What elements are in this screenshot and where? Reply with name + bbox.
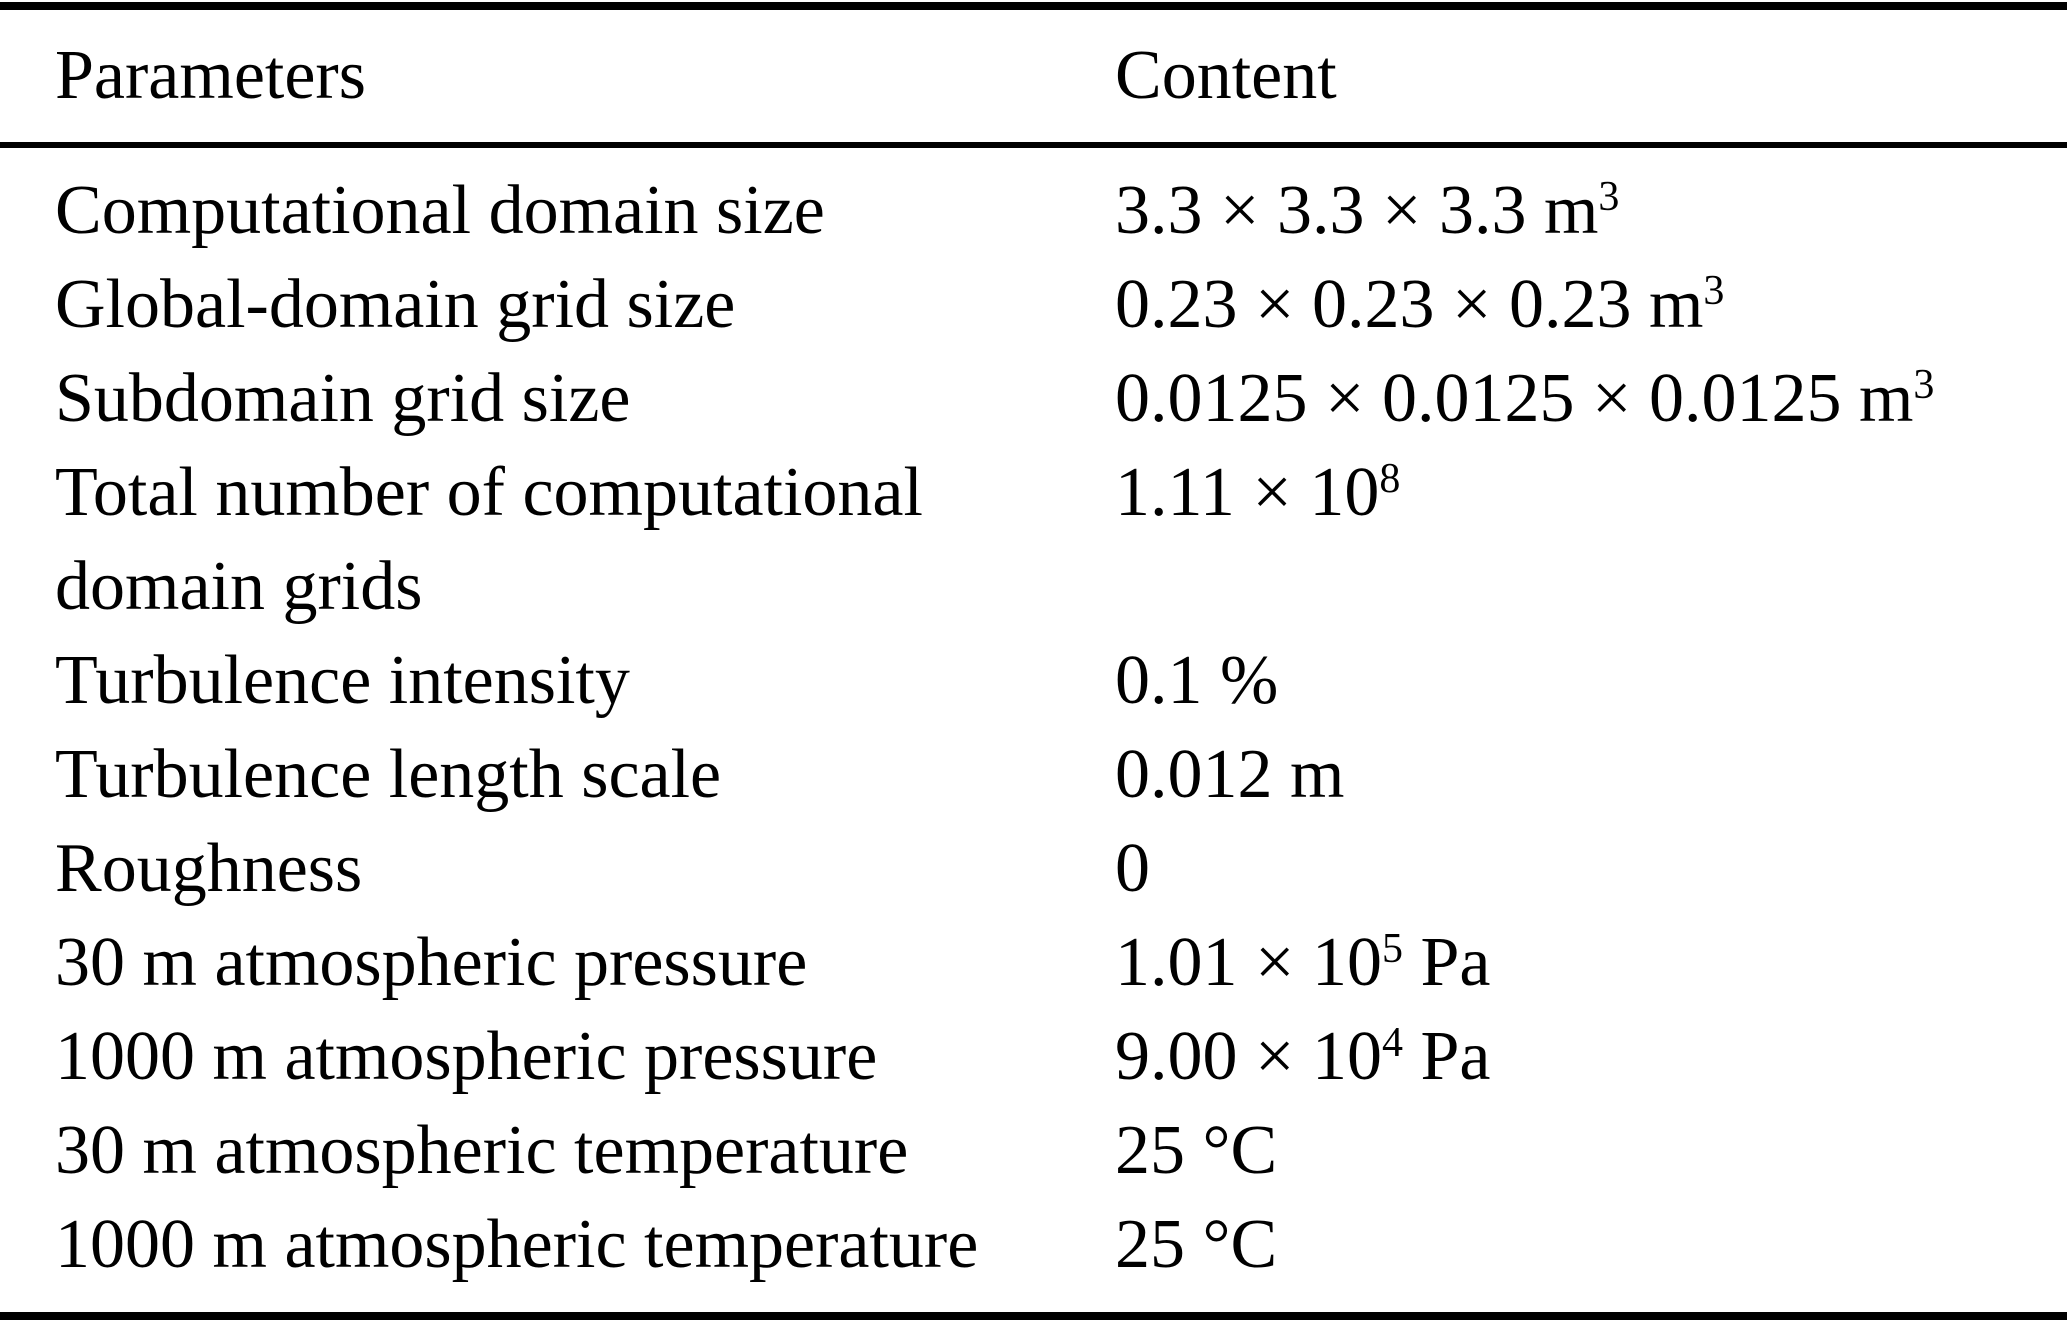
value-main: 25 °C xyxy=(1115,1112,1278,1189)
column-header-parameters: Parameters xyxy=(55,37,366,114)
param-cell: Computational domain size xyxy=(55,172,825,249)
value-main: 9.00 × 10 xyxy=(1115,1018,1382,1095)
table-header-rule xyxy=(0,142,2067,148)
value-main: 0.23 × 0.23 × 0.23 m xyxy=(1115,266,1704,343)
table-row: Turbulence intensity 0.1 % xyxy=(55,634,2067,728)
value-cell: 25 °C xyxy=(1115,1104,2067,1198)
table-row: 1000 m atmospheric pressure 9.00 × 104 P… xyxy=(55,1010,2067,1104)
param-cell: Roughness xyxy=(55,830,363,907)
param-cell: Turbulence intensity xyxy=(55,642,630,719)
table-row: 30 m atmospheric temperature 25 °C xyxy=(55,1104,2067,1198)
value-cell: 0.012 m xyxy=(1115,728,2067,822)
value-main: 0 xyxy=(1115,830,1150,907)
param-cell: 30 m atmospheric temperature xyxy=(55,1112,909,1189)
table-row: Total number of computational domain gri… xyxy=(55,446,2067,634)
value-cell: 1.01 × 105 Pa xyxy=(1115,916,2067,1010)
table-bottom-rule xyxy=(0,1312,2067,1320)
value-exponent: 4 xyxy=(1381,1019,1403,1066)
value-cell: 1.11 × 108 xyxy=(1115,446,2067,540)
table-body: Computational domain size 3.3 × 3.3 × 3.… xyxy=(0,148,2067,1292)
param-cell: 1000 m atmospheric temperature xyxy=(55,1206,979,1283)
param-cell: 30 m atmospheric pressure xyxy=(55,924,808,1001)
value-main: 0.1 % xyxy=(1115,642,1279,719)
value-exponent: 5 xyxy=(1381,925,1403,972)
value-cell: 9.00 × 104 Pa xyxy=(1115,1010,2067,1104)
value-unit: Pa xyxy=(1402,924,1491,1001)
param-cell: Turbulence length scale xyxy=(55,736,722,813)
table-row: 30 m atmospheric pressure 1.01 × 105 Pa xyxy=(55,916,2067,1010)
table-row: Subdomain grid size 0.0125 × 0.0125 × 0.… xyxy=(55,352,2067,446)
table-row: Global-domain grid size 0.23 × 0.23 × 0.… xyxy=(55,258,2067,352)
param-cell: 1000 m atmospheric pressure xyxy=(55,1018,878,1095)
value-exponent: 8 xyxy=(1379,455,1401,502)
value-cell: 0.23 × 0.23 × 0.23 m3 xyxy=(1115,258,2067,352)
param-cell: Total number of computational domain gri… xyxy=(55,454,923,625)
value-exponent: 3 xyxy=(1598,173,1620,220)
table-row: Turbulence length scale 0.012 m xyxy=(55,728,2067,822)
value-main: 1.11 × 10 xyxy=(1115,454,1380,531)
value-cell: 0 xyxy=(1115,822,2067,916)
table-top-rule xyxy=(0,2,2067,10)
value-main: 3.3 × 3.3 × 3.3 m xyxy=(1115,172,1599,249)
table-row: Roughness 0 xyxy=(55,822,2067,916)
value-cell: 25 °C xyxy=(1115,1198,2067,1292)
table-row: 1000 m atmospheric temperature 25 °C xyxy=(55,1198,2067,1292)
table-row: Computational domain size 3.3 × 3.3 × 3.… xyxy=(55,164,2067,258)
value-cell: 0.0125 × 0.0125 × 0.0125 m3 xyxy=(1115,352,2067,446)
value-cell: 3.3 × 3.3 × 3.3 m3 xyxy=(1115,164,2067,258)
value-main: 0.012 m xyxy=(1115,736,1345,813)
value-unit: Pa xyxy=(1402,1018,1491,1095)
value-exponent: 3 xyxy=(1703,267,1725,314)
value-main: 1.01 × 10 xyxy=(1115,924,1382,1001)
param-cell: Global-domain grid size xyxy=(55,266,736,343)
column-header-content: Content xyxy=(1115,37,1337,114)
value-cell: 0.1 % xyxy=(1115,634,2067,728)
value-main: 25 °C xyxy=(1115,1206,1278,1283)
param-cell: Subdomain grid size xyxy=(55,360,631,437)
table-header-row: Parameters Content xyxy=(0,10,2067,142)
value-exponent: 3 xyxy=(1913,361,1935,408)
value-main: 0.0125 × 0.0125 × 0.0125 m xyxy=(1115,360,1914,437)
